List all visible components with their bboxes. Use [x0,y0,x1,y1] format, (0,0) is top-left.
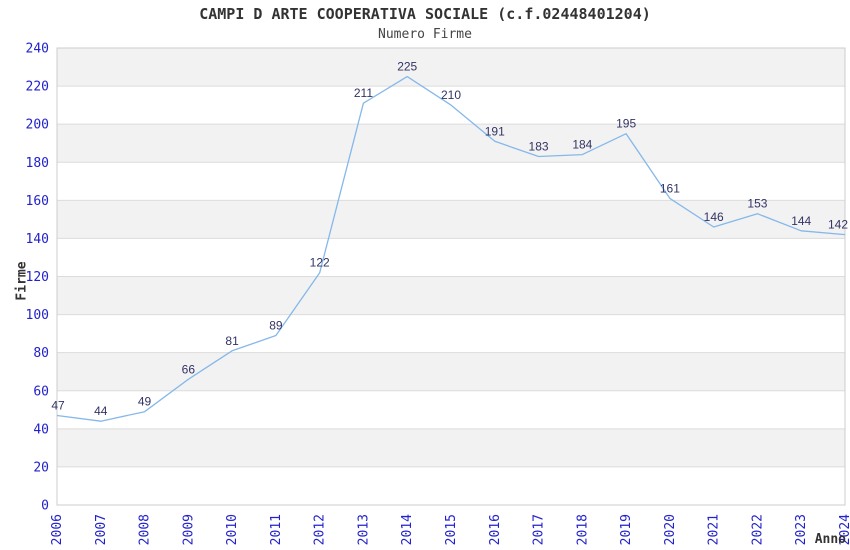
data-point-label: 146 [704,210,724,224]
x-tick-label: 2010 [225,514,240,545]
data-point-label: 184 [572,138,592,152]
x-tick-label: 2014 [400,514,415,545]
data-point-label: 161 [660,181,680,195]
chart-title: CAMPI D ARTE COOPERATIVA SOCIALE (c.f.02… [199,5,651,23]
x-tick-label: 2017 [532,514,547,545]
y-tick-label: 0 [41,499,49,514]
plot-band [57,466,845,505]
data-point-label: 81 [225,334,239,348]
y-tick-label: 120 [26,270,49,285]
x-tick-label: 2008 [138,514,153,545]
y-tick-label: 180 [26,156,49,171]
data-point-label: 211 [354,86,373,100]
x-tick-label: 2022 [750,514,765,545]
plot-band [57,428,845,467]
data-point-label: 89 [269,319,283,333]
data-line [56,75,846,422]
x-tick-label: 2020 [663,514,678,545]
data-point-label: 225 [397,60,417,74]
y-tick-label: 160 [26,194,49,209]
plot-band [57,352,845,391]
plot-band [57,238,845,277]
x-tick-label: 2019 [619,514,634,545]
data-point-label: 49 [138,395,152,409]
data-point-label: 195 [616,117,636,131]
x-tick-label: 2018 [575,514,590,545]
y-tick-label: 60 [33,384,49,399]
x-tick-label: 2012 [313,514,328,545]
y-tick-label: 20 [33,460,49,475]
plot-band [57,276,845,315]
plot-band [57,390,845,429]
y-tick-label: 140 [26,232,49,247]
plot-band [57,200,845,239]
data-point-label: 183 [529,140,549,154]
x-tick-label: 2009 [181,514,196,545]
y-tick-label: 240 [26,42,49,57]
y-axis-label: Firme [14,261,30,301]
y-tick-label: 100 [26,308,49,323]
y-tick-label: 200 [26,118,49,133]
x-tick-label: 2011 [269,514,284,545]
x-tick-label: 2015 [444,514,459,545]
plot-band [57,124,845,163]
x-tick-label: 2023 [794,514,809,545]
data-point-label: 142 [828,218,848,232]
data-point-label: 210 [441,88,461,102]
x-tick-label: 2016 [488,514,503,545]
chart-subtitle: Numero Firme [378,27,472,42]
x-tick-label: 2013 [356,514,371,545]
data-point-label: 122 [310,256,330,270]
x-tick-label: 2007 [94,514,109,545]
plot-band [57,162,845,201]
data-point-label: 153 [747,197,767,211]
x-axis-label: Anno [814,532,846,547]
y-tick-label: 40 [33,422,49,437]
plot-band [57,48,845,87]
data-point-label: 144 [791,214,811,228]
y-tick-label: 80 [33,346,49,361]
plot-band [57,314,845,353]
y-tick-label: 220 [26,80,49,95]
x-tick-label: 2024 [838,514,850,545]
data-point-label: 47 [51,399,65,413]
data-point-label: 66 [182,362,196,376]
x-tick-label: 2021 [707,514,722,545]
x-tick-label: 2006 [50,514,65,545]
plot-border [56,47,846,506]
data-point-label: 44 [94,404,108,418]
data-point-label: 191 [485,124,505,138]
